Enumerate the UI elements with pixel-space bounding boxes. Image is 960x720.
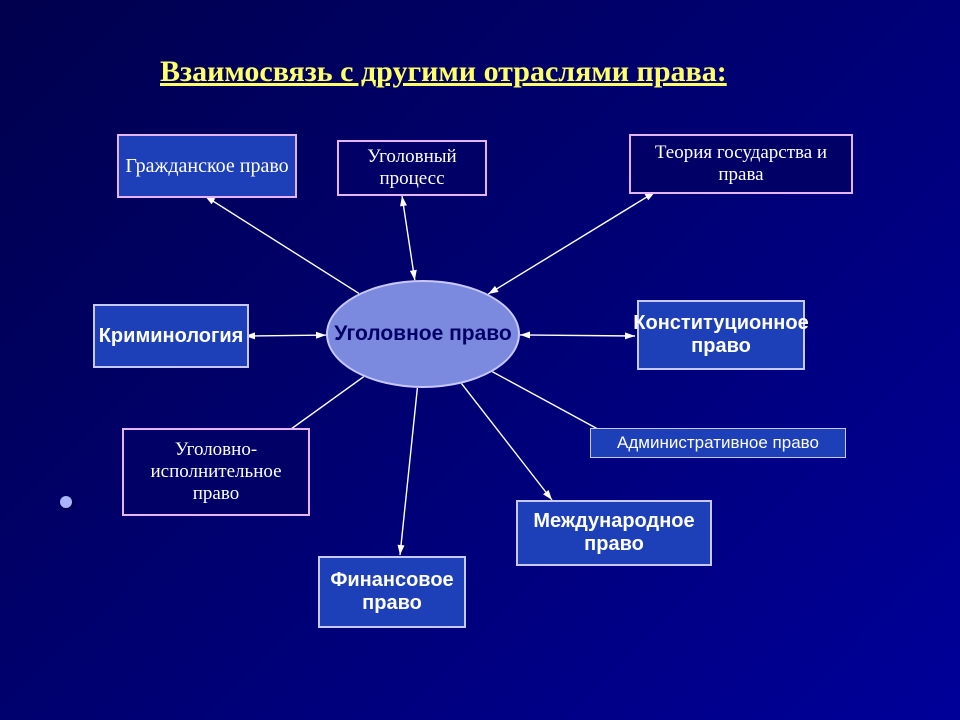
node-label: Криминология [93, 325, 250, 348]
center-node-label: Уголовное право [334, 322, 512, 346]
node-penal-law: Уголовно-исполнительное право [122, 428, 310, 516]
node-label: Уголовно-исполнительное право [124, 439, 308, 505]
node-label: Теория государства и права [631, 142, 851, 186]
node-label: Конституционное право [627, 312, 814, 358]
node-criminology: Криминология [93, 304, 249, 368]
center-node: Уголовное право [326, 280, 520, 388]
node-label: Уголовный процесс [339, 146, 485, 190]
node-label: Административное право [611, 433, 825, 453]
node-criminal-procedure: Уголовный процесс [337, 140, 487, 196]
node-label: Гражданское право [119, 155, 294, 178]
bullet-icon [60, 496, 72, 508]
node-label: Финансовое право [320, 569, 464, 615]
slide-title: Взаимосвязь с другими отраслями права: [160, 55, 727, 89]
node-international-law: Международное право [516, 500, 712, 566]
node-administrative-law: Административное право [590, 428, 846, 458]
node-label: Международное право [518, 510, 710, 556]
node-civil-law: Гражданское право [117, 134, 297, 198]
node-constitutional-law: Конституционное право [637, 300, 805, 370]
node-theory-state-law: Теория государства и права [629, 134, 853, 194]
slide: Взаимосвязь с другими отраслями права: У… [0, 0, 960, 720]
node-financial-law: Финансовое право [318, 556, 466, 628]
